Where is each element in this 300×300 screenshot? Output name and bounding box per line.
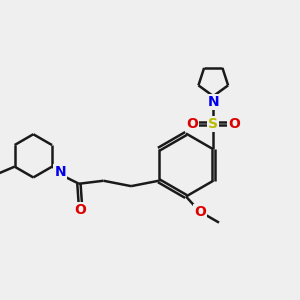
Text: O: O xyxy=(186,117,198,131)
Text: N: N xyxy=(55,165,66,179)
Text: O: O xyxy=(194,205,206,219)
Text: O: O xyxy=(228,117,240,131)
Text: O: O xyxy=(74,203,86,217)
Text: S: S xyxy=(208,117,218,131)
Text: N: N xyxy=(208,95,219,109)
